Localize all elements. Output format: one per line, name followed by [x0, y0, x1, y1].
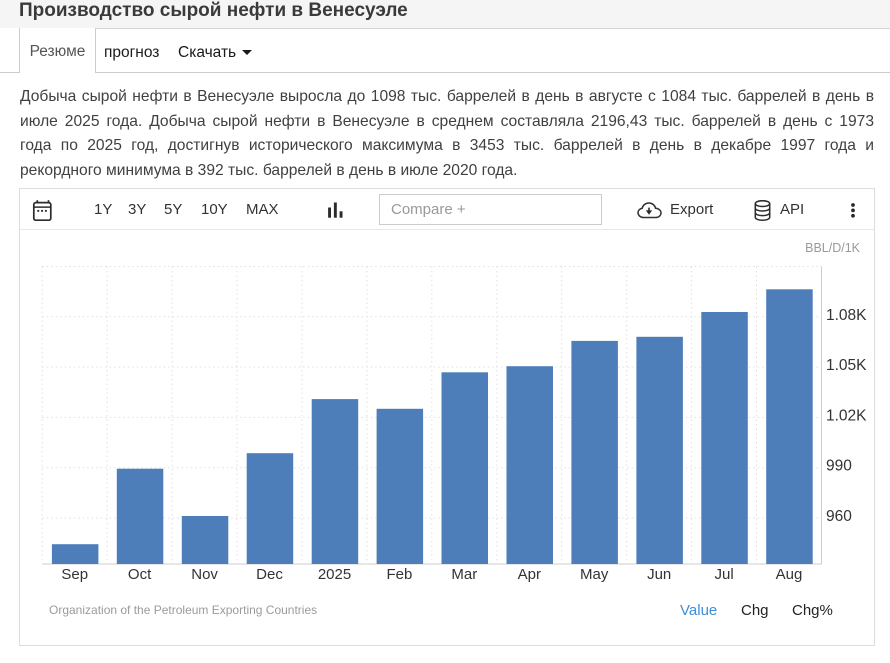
svg-text:Aug: Aug [776, 566, 803, 583]
svg-text:990: 990 [826, 458, 852, 475]
svg-text:Nov: Nov [191, 566, 218, 583]
svg-text:1.05K: 1.05K [826, 357, 867, 374]
svg-text:Jun: Jun [647, 566, 671, 583]
svg-text:Jul: Jul [715, 566, 734, 583]
svg-text:960: 960 [826, 508, 852, 525]
svg-text:May: May [580, 566, 609, 583]
svg-text:Feb: Feb [386, 566, 412, 583]
svg-text:BBL/D/1K: BBL/D/1K [805, 241, 861, 255]
svg-text:2025: 2025 [318, 566, 351, 583]
svg-text:Dec: Dec [256, 566, 283, 583]
svg-text:1.08K: 1.08K [826, 307, 867, 324]
svg-text:Mar: Mar [451, 566, 477, 583]
svg-text:Oct: Oct [128, 566, 152, 583]
svg-text:1.02K: 1.02K [826, 407, 867, 424]
svg-text:Apr: Apr [518, 566, 541, 583]
svg-text:Sep: Sep [61, 566, 88, 583]
